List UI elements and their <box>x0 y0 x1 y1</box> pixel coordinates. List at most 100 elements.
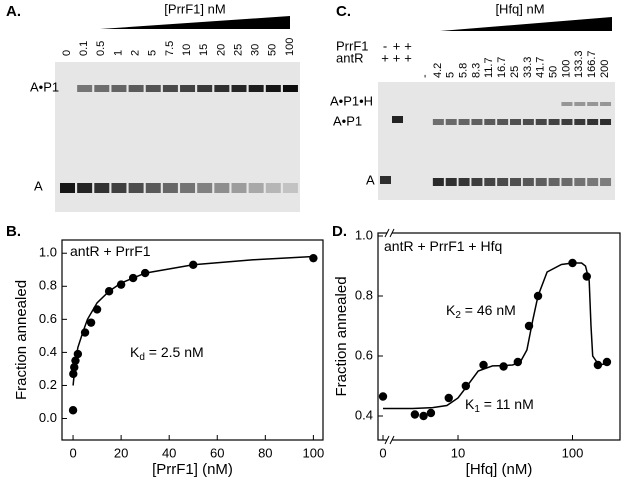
gel-band <box>77 85 93 92</box>
x-axis-label: [Hfq] (nM) <box>466 461 533 478</box>
gel-band <box>548 119 560 125</box>
x-tick-label: 0 <box>379 445 386 460</box>
x-tick-label: 40 <box>162 445 176 460</box>
gel-band <box>522 178 534 186</box>
lane-label: 0.1 <box>78 41 90 56</box>
annotation-text: = 46 nM <box>461 302 516 318</box>
annotation-text: antR + PrrF1 <box>70 243 151 259</box>
band-label: A•P1 <box>30 79 59 94</box>
y-tick-label: 0.6 <box>355 347 373 362</box>
data-point <box>593 360 603 370</box>
y-axis-label: Fraction annealed <box>13 280 30 400</box>
lane-label: - <box>419 74 431 78</box>
gel-band <box>497 178 509 186</box>
annotation-text: = 11 nM <box>480 396 534 412</box>
x-tick-label: 80 <box>258 445 272 460</box>
lane-label: 5.8 <box>457 63 469 78</box>
gel-band <box>587 102 599 106</box>
row-mark: - <box>383 38 387 53</box>
y-tick-label: 1.0 <box>39 245 57 260</box>
wedge-a <box>100 16 290 29</box>
annotation: Kd = 2.5 nM <box>130 344 204 363</box>
gel-band <box>471 119 483 125</box>
annotation: K1 = 11 nM <box>465 396 534 415</box>
gel-band <box>458 178 470 186</box>
lane-label: 1 <box>112 50 124 56</box>
lane-label: 33.3 <box>522 57 534 78</box>
panel-label: D. <box>332 223 347 240</box>
row-label: antR <box>336 50 363 65</box>
lane-label: 20 <box>215 44 227 56</box>
lane-label: 25 <box>232 44 244 56</box>
gel-band <box>77 183 93 193</box>
gel-band <box>248 85 264 92</box>
gel-band <box>197 183 213 193</box>
gel-band <box>432 119 444 125</box>
y-tick-label: 0.8 <box>39 278 57 293</box>
axis-break-gap <box>387 230 392 236</box>
gel-band <box>458 119 470 125</box>
gel-band <box>380 176 391 184</box>
annotation-sub: 1 <box>474 404 480 415</box>
gel-band <box>392 116 403 123</box>
row-label: PrrF1 <box>336 38 369 53</box>
gel-band <box>162 183 178 193</box>
panel-label: C. <box>336 3 351 20</box>
data-point <box>602 357 612 367</box>
band-label: A <box>34 178 43 193</box>
gel-band <box>510 178 522 186</box>
plot-frame <box>61 239 324 441</box>
data-point <box>479 360 488 370</box>
axis-break <box>389 228 395 238</box>
annotation-text: K <box>130 344 140 360</box>
y-tick-label: 0.4 <box>355 407 373 422</box>
gel-band <box>561 102 573 106</box>
band-label: A•P1 <box>333 113 362 128</box>
x-tick-label: 60 <box>210 445 224 460</box>
gel-band <box>128 183 144 193</box>
lane-label: 200 <box>599 60 611 78</box>
x-tick-label: 0 <box>69 445 76 460</box>
gel-band <box>180 85 196 92</box>
gel-band <box>111 183 127 193</box>
gel-band <box>265 183 281 193</box>
lane-label: 7.5 <box>164 41 176 56</box>
gel-band <box>231 183 247 193</box>
gel-band <box>180 183 196 193</box>
annotation-text: = 2.5 nM <box>145 344 204 360</box>
row-mark: + <box>393 38 401 53</box>
lane-label: 5 <box>445 72 457 78</box>
wedge-c <box>440 17 612 31</box>
axis-break <box>384 228 390 238</box>
gel-band <box>548 178 560 186</box>
plot-frame <box>377 232 621 441</box>
row-mark: + <box>404 38 412 53</box>
x-tick-label: 100 <box>303 445 325 460</box>
lane-label: 0 <box>61 50 73 56</box>
data-point <box>499 362 508 371</box>
y-tick-label: 0.2 <box>39 377 57 392</box>
gel-band <box>282 183 298 193</box>
gel-title: [PrrF1] nM <box>164 1 225 16</box>
gel-band <box>214 85 230 92</box>
gel-band <box>162 85 178 92</box>
data-point <box>378 392 388 401</box>
lane-label: 50 <box>267 44 279 56</box>
gel-band <box>248 183 264 193</box>
axis-break <box>384 435 390 445</box>
x-tick-label: 100 <box>562 445 584 460</box>
gel-band <box>282 85 298 92</box>
gel-band <box>484 178 496 186</box>
lane-label: 11.7 <box>483 57 495 78</box>
lane-label: 8.3 <box>470 63 482 78</box>
gel-band <box>214 183 230 193</box>
x-tick-label: 20 <box>114 445 128 460</box>
band-label: A <box>366 172 375 187</box>
gel-band <box>432 178 444 186</box>
y-tick-label: 1.0 <box>355 227 373 242</box>
row-mark: + <box>381 50 389 65</box>
gel-band <box>561 119 573 125</box>
gel-band <box>128 85 144 92</box>
gel-band <box>561 178 573 186</box>
lane-label: 100 <box>560 60 572 78</box>
